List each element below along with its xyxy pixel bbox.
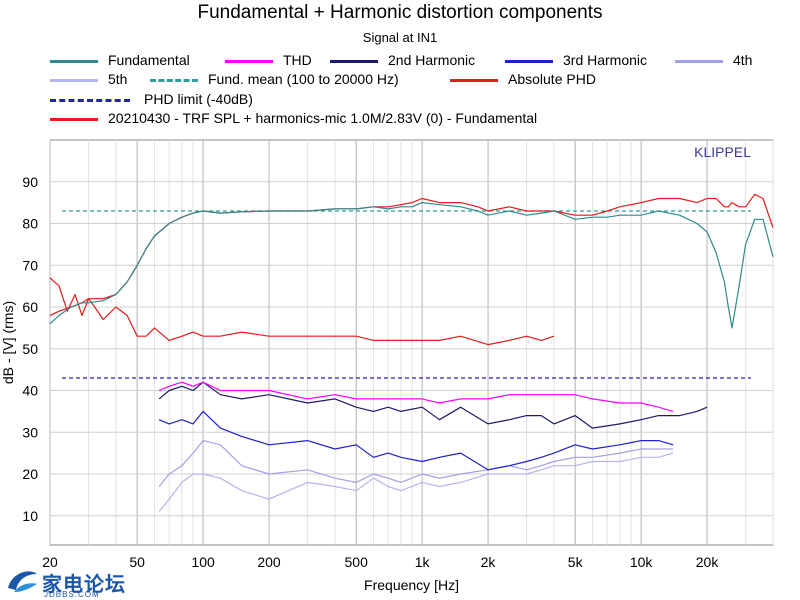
x-axis-label: Frequency [Hz] bbox=[364, 577, 459, 593]
y-axis-label: dB - [V] (rms) bbox=[0, 301, 16, 384]
x-tick-label: 100 bbox=[191, 554, 215, 570]
series-line bbox=[49, 202, 774, 329]
y-tick-label: 80 bbox=[22, 216, 38, 232]
legend-label: 20210430 - TRF SPL + harmonics-mic 1.0M/… bbox=[108, 110, 538, 126]
y-tick-label: 70 bbox=[22, 257, 38, 273]
legend-swatch bbox=[505, 60, 553, 63]
legend-swatch bbox=[450, 79, 498, 82]
x-tick-label: 20k bbox=[696, 554, 720, 570]
x-tick-label: 200 bbox=[257, 554, 281, 570]
legend-label: THD bbox=[283, 52, 312, 68]
plot-area bbox=[49, 139, 774, 546]
x-tick-label: 50 bbox=[129, 554, 145, 570]
series-line bbox=[158, 381, 708, 429]
legend-label: 3rd Harmonic bbox=[563, 52, 648, 68]
series-line bbox=[158, 381, 674, 412]
legend-swatch bbox=[50, 60, 98, 63]
legend-label: Fundamental bbox=[108, 52, 190, 68]
legend-swatch bbox=[330, 60, 378, 63]
chart-title: Fundamental + Harmonic distortion compon… bbox=[197, 2, 603, 23]
y-tick-label: 90 bbox=[22, 174, 38, 190]
y-tick-label: 30 bbox=[22, 424, 38, 440]
series-line bbox=[158, 452, 674, 512]
x-tick-label: 1k bbox=[415, 554, 431, 570]
legend-swatch bbox=[50, 79, 98, 82]
watermark-logo-icon bbox=[8, 571, 37, 592]
legend-swatch bbox=[225, 60, 273, 63]
x-tick-label: 2k bbox=[481, 554, 497, 570]
x-tick-label: 20 bbox=[42, 554, 58, 570]
legend-label: 2nd Harmonic bbox=[388, 52, 476, 68]
y-tick-label: 50 bbox=[22, 341, 38, 357]
legend-label: 5th bbox=[108, 71, 128, 87]
watermark-text: 家电论坛 bbox=[42, 574, 126, 596]
legend-swatch bbox=[50, 118, 98, 121]
legend: Fundamental THD 2nd Harmonic 3rd Harmoni… bbox=[0, 50, 800, 130]
y-tick-label: 40 bbox=[22, 383, 38, 399]
legend-label: Absolute PHD bbox=[508, 71, 596, 87]
series-line bbox=[158, 440, 674, 487]
series-line bbox=[49, 277, 555, 346]
y-tick-label: 10 bbox=[22, 508, 38, 524]
legend-swatch bbox=[50, 99, 130, 102]
y-tick-label: 20 bbox=[22, 466, 38, 482]
legend-swatch bbox=[675, 60, 723, 63]
legend-label: 4th bbox=[733, 52, 753, 68]
x-tick-label: 5k bbox=[568, 554, 584, 570]
watermark-subtext: JDBBS.COM bbox=[44, 590, 100, 599]
chart-subtitle: Signal at IN1 bbox=[362, 30, 438, 45]
x-tick-label: 500 bbox=[345, 554, 369, 570]
y-tick-label: 60 bbox=[22, 299, 38, 315]
legend-swatch bbox=[150, 79, 198, 82]
legend-label: Fund. mean (100 to 20000 Hz) bbox=[208, 71, 399, 87]
x-tick-label: 10k bbox=[630, 554, 654, 570]
series-line bbox=[158, 410, 674, 471]
legend-label: PHD limit (-40dB) bbox=[144, 91, 253, 107]
klippel-watermark: KLIPPEL bbox=[694, 144, 751, 160]
site-watermark: 家电论坛 JDBBS.COM bbox=[4, 566, 164, 599]
